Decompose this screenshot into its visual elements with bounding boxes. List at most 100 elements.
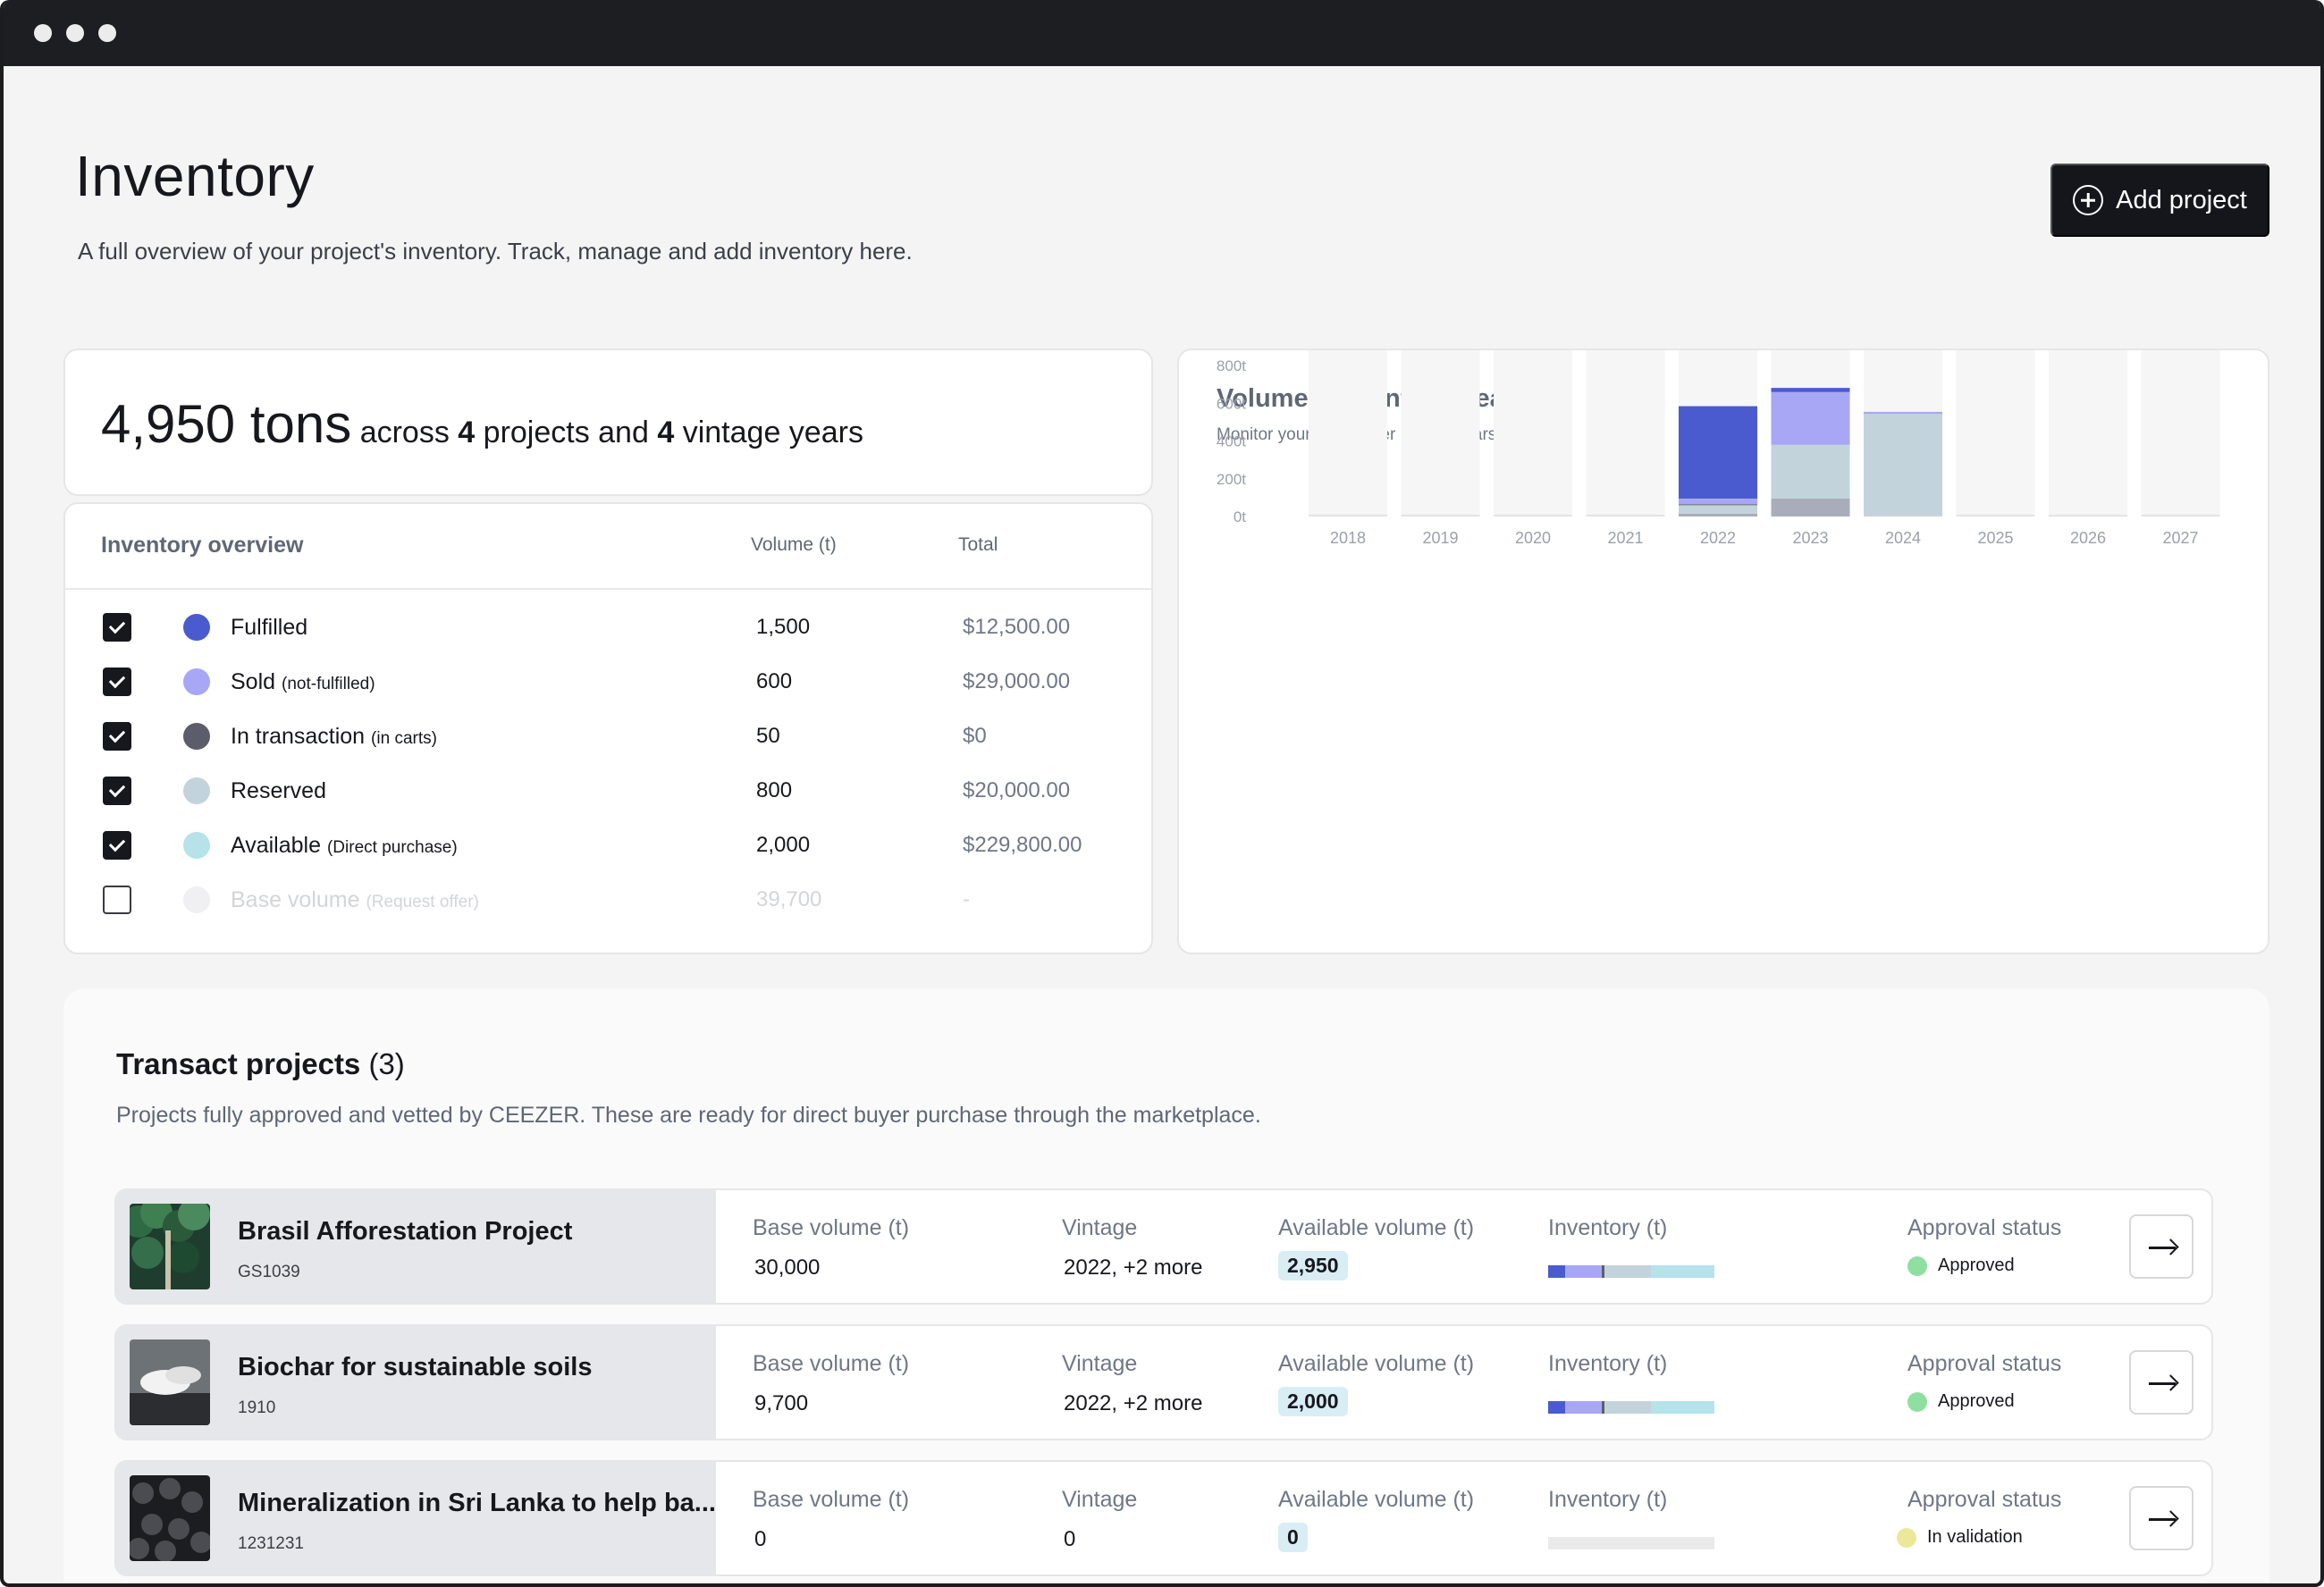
- overview-row-checkbox[interactable]: [103, 886, 131, 914]
- status-dot-icon: [1907, 1255, 1927, 1276]
- y-tick-label: 400t: [1217, 433, 1246, 450]
- available-volume-badge: 0: [1278, 1523, 1308, 1552]
- overview-row-volume: 2,000: [756, 833, 811, 857]
- bar-baseline: [1401, 515, 1480, 516]
- inventory-bar-segment: [1651, 1401, 1714, 1414]
- bar-segment[interactable]: [1679, 513, 1757, 516]
- status-dot-icon: [1897, 1527, 1916, 1548]
- window-maximize-control[interactable]: [98, 24, 116, 42]
- status-name: Reserved: [231, 778, 326, 803]
- x-tick-label: 2023: [1792, 529, 1828, 547]
- field-value-base-volume: 30,000: [754, 1255, 821, 1280]
- bar-track: [1494, 350, 1572, 516]
- project-row[interactable]: Mineralization in Sri Lanka to help ba..…: [114, 1460, 2213, 1576]
- bar-segment[interactable]: [1864, 411, 1942, 415]
- open-project-arrow-icon[interactable]: [2129, 1350, 2193, 1415]
- inventory-bar-segment: [1548, 1401, 1565, 1414]
- bar-segment[interactable]: [1679, 498, 1757, 505]
- status-name: Base volume: [231, 887, 360, 912]
- overview-row-total: -: [963, 887, 970, 911]
- legend-swatch-icon: [183, 832, 210, 859]
- bar-segment[interactable]: [1864, 414, 1942, 516]
- y-tick-label: 200t: [1217, 471, 1246, 488]
- inventory-bar-segment: [1564, 1265, 1602, 1278]
- summary-years-word: vintage years: [682, 416, 863, 449]
- overview-row-volume: 800: [756, 778, 793, 802]
- field-label: Base volume (t): [753, 1215, 910, 1240]
- overview-row-checkbox[interactable]: [103, 831, 131, 860]
- overview-row-label: Base volume (Request offer): [231, 887, 479, 913]
- field-label: Base volume (t): [753, 1487, 910, 1512]
- available-volume-badge: 2,950: [1278, 1251, 1348, 1281]
- project-row[interactable]: Brasil Afforestation Project GS1039 Base v…: [114, 1188, 2213, 1305]
- overview-row-label: Available (Direct purchase): [231, 833, 458, 859]
- open-project-arrow-icon[interactable]: [2129, 1486, 2193, 1550]
- project-row[interactable]: Biochar for sustainable soils 1910 Base vo…: [114, 1324, 2213, 1440]
- bar-baseline: [1586, 515, 1665, 516]
- add-project-button[interactable]: Add project: [2050, 164, 2269, 237]
- bar-segment[interactable]: [1771, 444, 1850, 499]
- bar-track: [1586, 350, 1665, 516]
- overview-row-label: Sold (not-fulfilled): [231, 669, 375, 695]
- project-name[interactable]: Mineralization in Sri Lanka to help ba..…: [238, 1489, 716, 1517]
- field-label: Inventory (t): [1548, 1487, 1668, 1512]
- inventory-bar: [1548, 1401, 1714, 1414]
- bar-track: [2049, 350, 2127, 516]
- overview-row-checkbox[interactable]: [103, 668, 131, 696]
- field-label: Approval status: [1907, 1351, 2062, 1376]
- bar-segment[interactable]: [1771, 391, 1850, 445]
- bar-baseline: [1956, 515, 2035, 516]
- bar-segment[interactable]: [1679, 406, 1757, 499]
- overview-row-checkbox[interactable]: [103, 777, 131, 805]
- bar-baseline: [1494, 515, 1572, 516]
- project-name[interactable]: Brasil Afforestation Project: [238, 1217, 573, 1246]
- status-text: Approved: [1938, 1255, 2015, 1275]
- summary-projects-count: 4: [458, 416, 476, 449]
- overview-title: Inventory overview: [101, 533, 304, 558]
- status-name: Fulfilled: [231, 615, 308, 640]
- bar-segment[interactable]: [1679, 505, 1757, 514]
- summary-projects-word: projects and: [483, 416, 649, 449]
- inventory-bar-segment: [1601, 1265, 1605, 1278]
- x-tick-label: 2020: [1515, 529, 1551, 547]
- bar-segment[interactable]: [1771, 498, 1850, 516]
- bar-segment[interactable]: [1679, 504, 1757, 506]
- overview-row: Base volume (Request offer) 39,700 -: [65, 877, 1151, 921]
- x-tick-label: 2021: [1607, 529, 1643, 547]
- x-tick-label: 2022: [1700, 529, 1736, 547]
- x-tick-label: 2025: [1977, 529, 2013, 547]
- legend-swatch-icon: [183, 614, 210, 641]
- field-value-vintage: 0: [1064, 1527, 1076, 1551]
- inventory-bar-segment: [1601, 1401, 1605, 1414]
- open-project-arrow-icon[interactable]: [2129, 1214, 2193, 1279]
- inventory-bar-segment: [1604, 1265, 1652, 1278]
- transact-title: Transact projects (3): [116, 1047, 405, 1081]
- overview-header: Inventory overview Volume (t) Total: [65, 504, 1151, 590]
- bar-segment[interactable]: [1771, 388, 1850, 392]
- window-minimize-control[interactable]: [66, 24, 84, 42]
- summary-total: 4,950 tons: [101, 394, 352, 454]
- overview-row-checkbox[interactable]: [103, 722, 131, 751]
- project-header: Brasil Afforestation Project GS1039: [116, 1190, 716, 1303]
- x-tick-label: 2027: [2162, 529, 2198, 547]
- inventory-bar-segment: [1564, 1401, 1602, 1414]
- project-name[interactable]: Biochar for sustainable soils: [238, 1353, 593, 1381]
- field-label: Vintage: [1062, 1215, 1138, 1240]
- rock-thumbnail-icon: [130, 1475, 210, 1561]
- window-close-control[interactable]: [34, 24, 52, 42]
- status-dot-icon: [1907, 1391, 1927, 1412]
- add-project-label: Add project: [2116, 185, 2247, 214]
- overview-row-label: Reserved: [231, 778, 326, 804]
- volume-chart-card: Volume per vintage year (t) Monitor your…: [1177, 348, 2269, 954]
- overview-row: Fulfilled 1,500 $12,500.00: [65, 604, 1151, 649]
- summary-across: across: [359, 416, 450, 449]
- available-volume-badge: 2,000: [1278, 1387, 1348, 1416]
- status-note: (not-fulfilled): [282, 675, 375, 693]
- field-label: Available volume (t): [1278, 1487, 1475, 1512]
- overview-row: Available (Direct purchase) 2,000 $229,800…: [65, 822, 1151, 867]
- field-value-base-volume: 0: [754, 1527, 767, 1551]
- overview-row-checkbox[interactable]: [103, 613, 131, 642]
- smoke-thumbnail-icon: [130, 1339, 210, 1425]
- overview-row-total: $12,500.00: [963, 615, 1071, 639]
- field-label: Approval status: [1907, 1487, 2062, 1512]
